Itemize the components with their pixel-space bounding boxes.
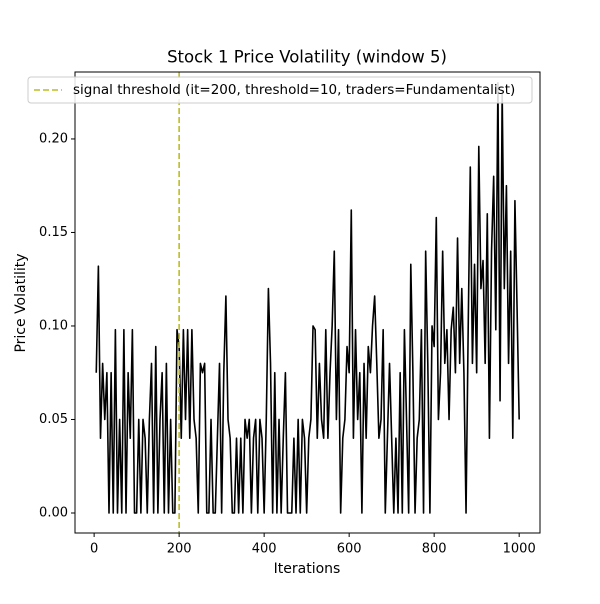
x-tick-label: 400: [252, 542, 277, 557]
y-tick-label: 0.05: [39, 412, 68, 427]
y-tick-label: 0.15: [39, 225, 68, 240]
x-tick-label: 1000: [503, 542, 536, 557]
y-axis-label: Price Volatility: [13, 253, 29, 352]
x-tick-label: 800: [422, 542, 447, 557]
y-tick-label: 0.10: [39, 318, 68, 333]
y-tick-label: 0.00: [39, 505, 68, 520]
legend-box: [27, 76, 533, 104]
x-axis-label: Iterations: [274, 561, 341, 577]
chart-title: Stock 1 Price Volatility (window 5): [167, 48, 447, 67]
plot-frame: [74, 71, 541, 534]
y-tick-label: 0.20: [39, 131, 68, 146]
x-tick-label: 0: [90, 542, 98, 557]
legend-label: signal threshold (it=200, threshold=10, …: [73, 82, 515, 98]
x-tick-label: 200: [167, 542, 192, 557]
data-line: [95, 82, 520, 514]
x-tick-label: 600: [337, 542, 362, 557]
